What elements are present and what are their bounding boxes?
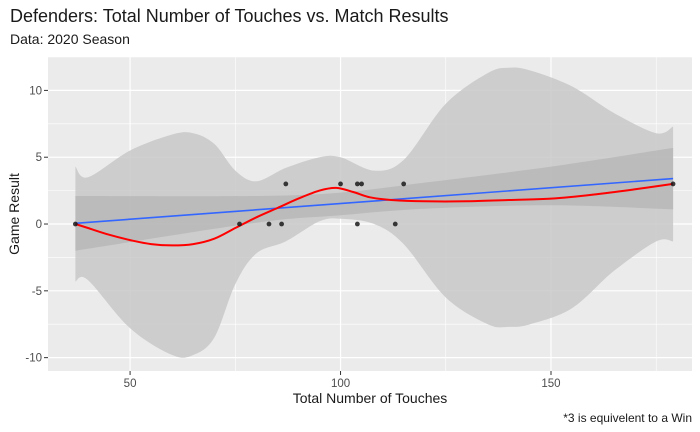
axis-ticks: 50 100 150 -10 -5 0 5 10 bbox=[25, 85, 560, 390]
y-tick-label: 10 bbox=[29, 85, 42, 97]
y-tick-label: 5 bbox=[36, 152, 42, 164]
chart-title: Defenders: Total Number of Touches vs. M… bbox=[10, 6, 449, 26]
data-point bbox=[401, 181, 407, 187]
data-point bbox=[283, 181, 289, 187]
data-point bbox=[279, 221, 285, 227]
data-point bbox=[354, 181, 360, 187]
y-tick-label: -5 bbox=[32, 286, 42, 298]
data-point bbox=[237, 221, 242, 227]
x-tick-label: 150 bbox=[541, 378, 560, 390]
lm-confidence-band bbox=[75, 147, 674, 251]
data-points bbox=[72, 181, 676, 227]
y-tick-label: 0 bbox=[36, 219, 42, 231]
loess-fit-line bbox=[75, 182, 674, 247]
data-point bbox=[338, 181, 343, 187]
x-tick-label: 100 bbox=[331, 378, 350, 390]
fit-lines bbox=[75, 177, 674, 247]
loess-confidence-band bbox=[75, 67, 674, 358]
y-tick-label: -10 bbox=[25, 353, 42, 365]
data-point bbox=[354, 221, 360, 227]
chart-subtitle: Data: 2020 Season bbox=[10, 31, 130, 47]
data-point bbox=[392, 221, 398, 227]
data-point bbox=[670, 181, 676, 187]
x-tick-label: 50 bbox=[124, 378, 137, 390]
chart-caption: *3 is equivelent to a Win bbox=[563, 411, 692, 425]
data-point bbox=[266, 221, 272, 227]
data-point bbox=[72, 221, 78, 227]
x-axis-title: Total Number of Touches bbox=[293, 390, 448, 406]
data-point bbox=[359, 181, 364, 187]
confidence-bands bbox=[75, 67, 674, 358]
y-axis-title: Game Result bbox=[6, 173, 22, 255]
lm-fit-line bbox=[75, 177, 674, 225]
